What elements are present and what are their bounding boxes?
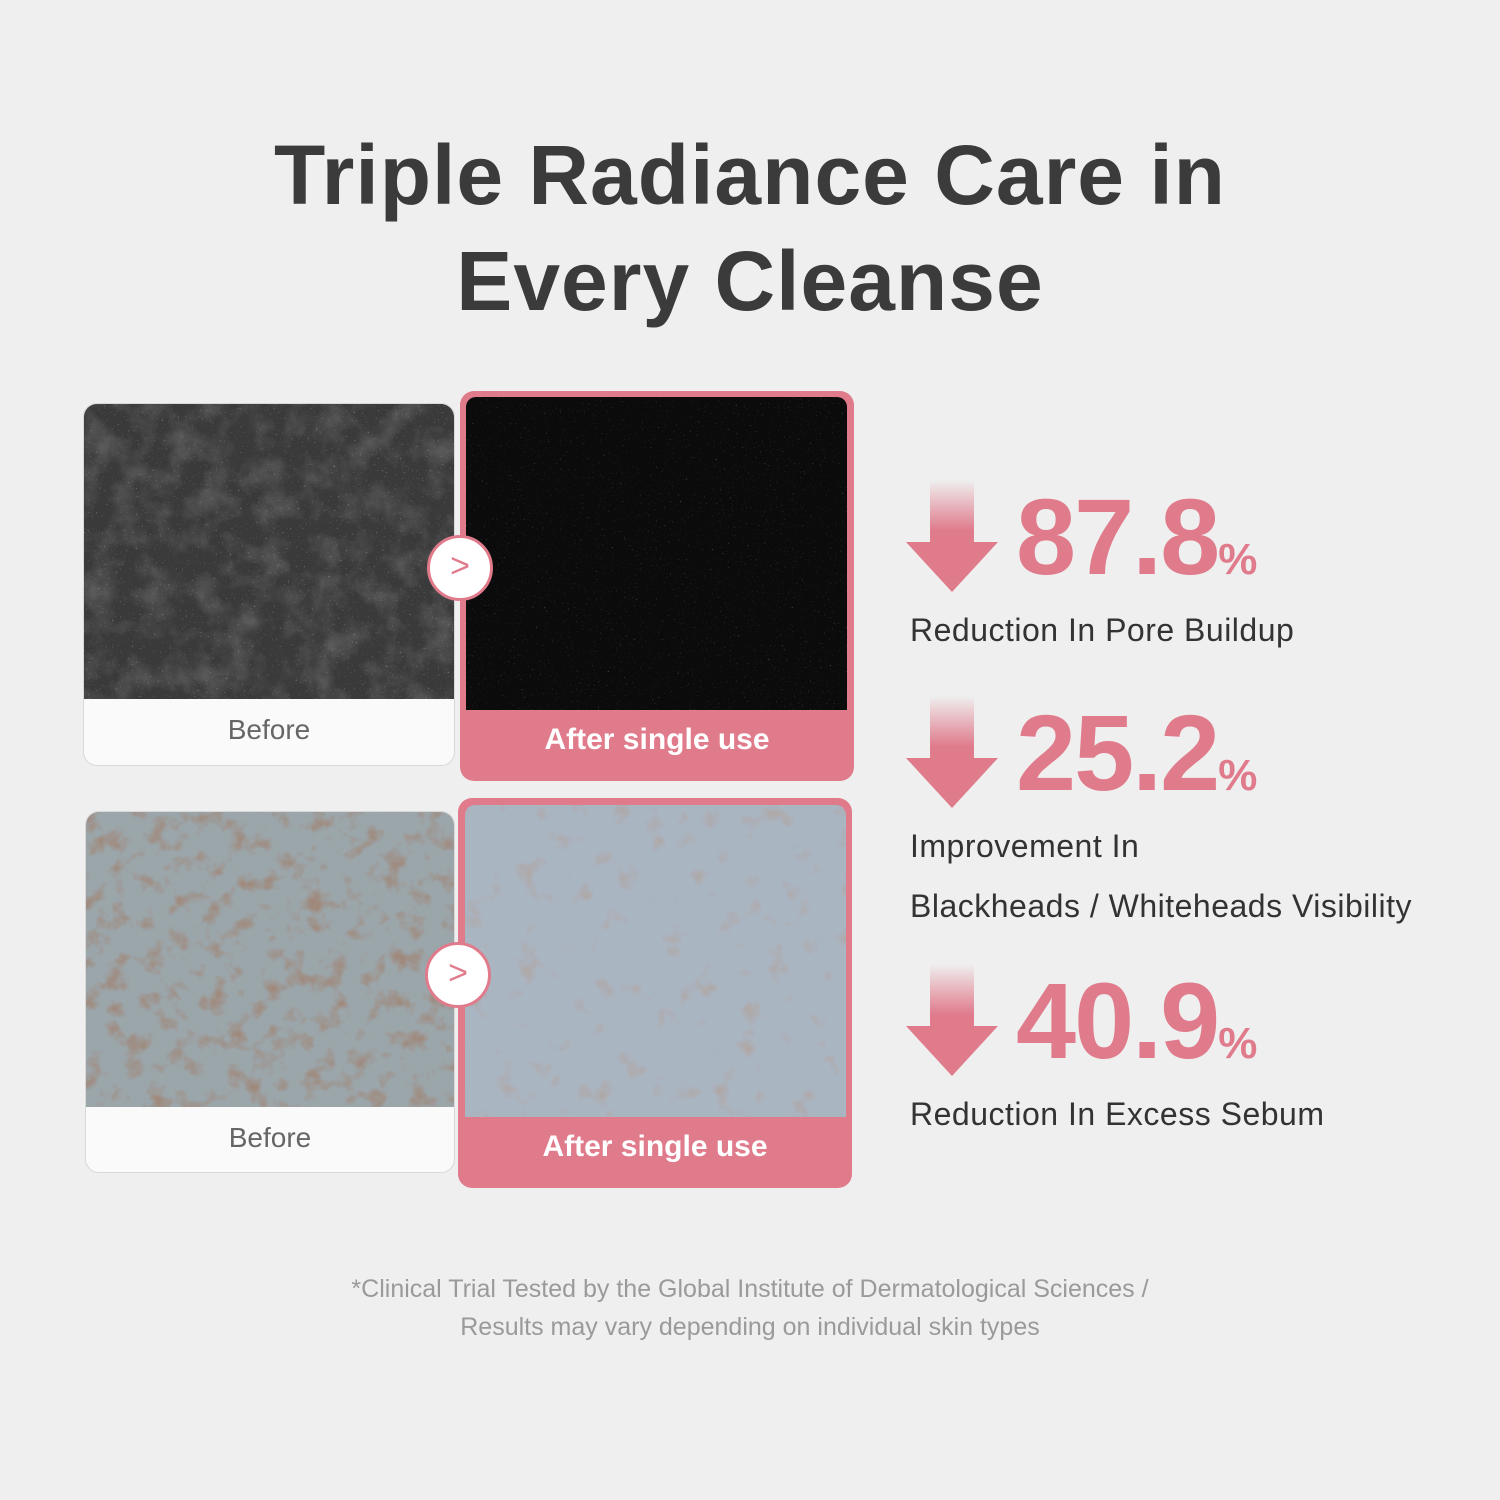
after-skin-image-1 (466, 397, 847, 710)
arrow-down-icon (906, 696, 998, 808)
stat-number: 25.2 (1016, 692, 1220, 813)
after-label: After single use (542, 1130, 768, 1163)
before-label: Before (227, 714, 311, 745)
stat-unit: % (1218, 1019, 1258, 1068)
stat-label-line-2: Blackheads / Whiteheads Visibility (910, 888, 1412, 924)
after-label: After single use (544, 723, 770, 756)
stat-value: 25.2% (1016, 690, 1257, 815)
footnote-line-2: Results may vary depending on individual… (460, 1313, 1040, 1341)
footnote-line-1: *Clinical Trial Tested by the Global Ins… (351, 1275, 1149, 1303)
stat-label-line-1: Improvement In (910, 828, 1140, 864)
stat-label: Reduction In Excess Sebum (910, 1096, 1325, 1132)
footnote: *Clinical Trial Tested by the Global Ins… (0, 1270, 1500, 1346)
chevron-right-icon: > (427, 535, 493, 601)
stat-number: 87.8 (1016, 476, 1220, 597)
stat-unit: % (1218, 751, 1258, 800)
stat-number: 40.9 (1016, 960, 1220, 1081)
before-card-2: Before (85, 811, 455, 1173)
after-card-1: After single use (460, 391, 854, 781)
before-card-1: Before (83, 403, 455, 766)
before-skin-image-2 (86, 812, 454, 1107)
stat-unit: % (1218, 535, 1258, 584)
title-line-1: Triple Radiance Care in (273, 128, 1226, 222)
stat-value: 87.8% (1016, 474, 1257, 599)
stat-value: 40.9% (1016, 958, 1257, 1083)
chevron-right-icon: > (425, 942, 491, 1008)
page-title: Triple Radiance Care in Every Cleanse (0, 122, 1500, 334)
after-card-2: After single use (458, 798, 852, 1188)
arrow-down-icon (906, 964, 998, 1076)
stat-label: Reduction In Pore Buildup (910, 612, 1295, 648)
before-label: Before (228, 1122, 312, 1153)
arrow-down-icon (906, 480, 998, 592)
before-skin-image-1 (84, 404, 454, 699)
after-skin-image-2 (465, 805, 846, 1117)
title-line-2: Every Cleanse (456, 234, 1044, 328)
